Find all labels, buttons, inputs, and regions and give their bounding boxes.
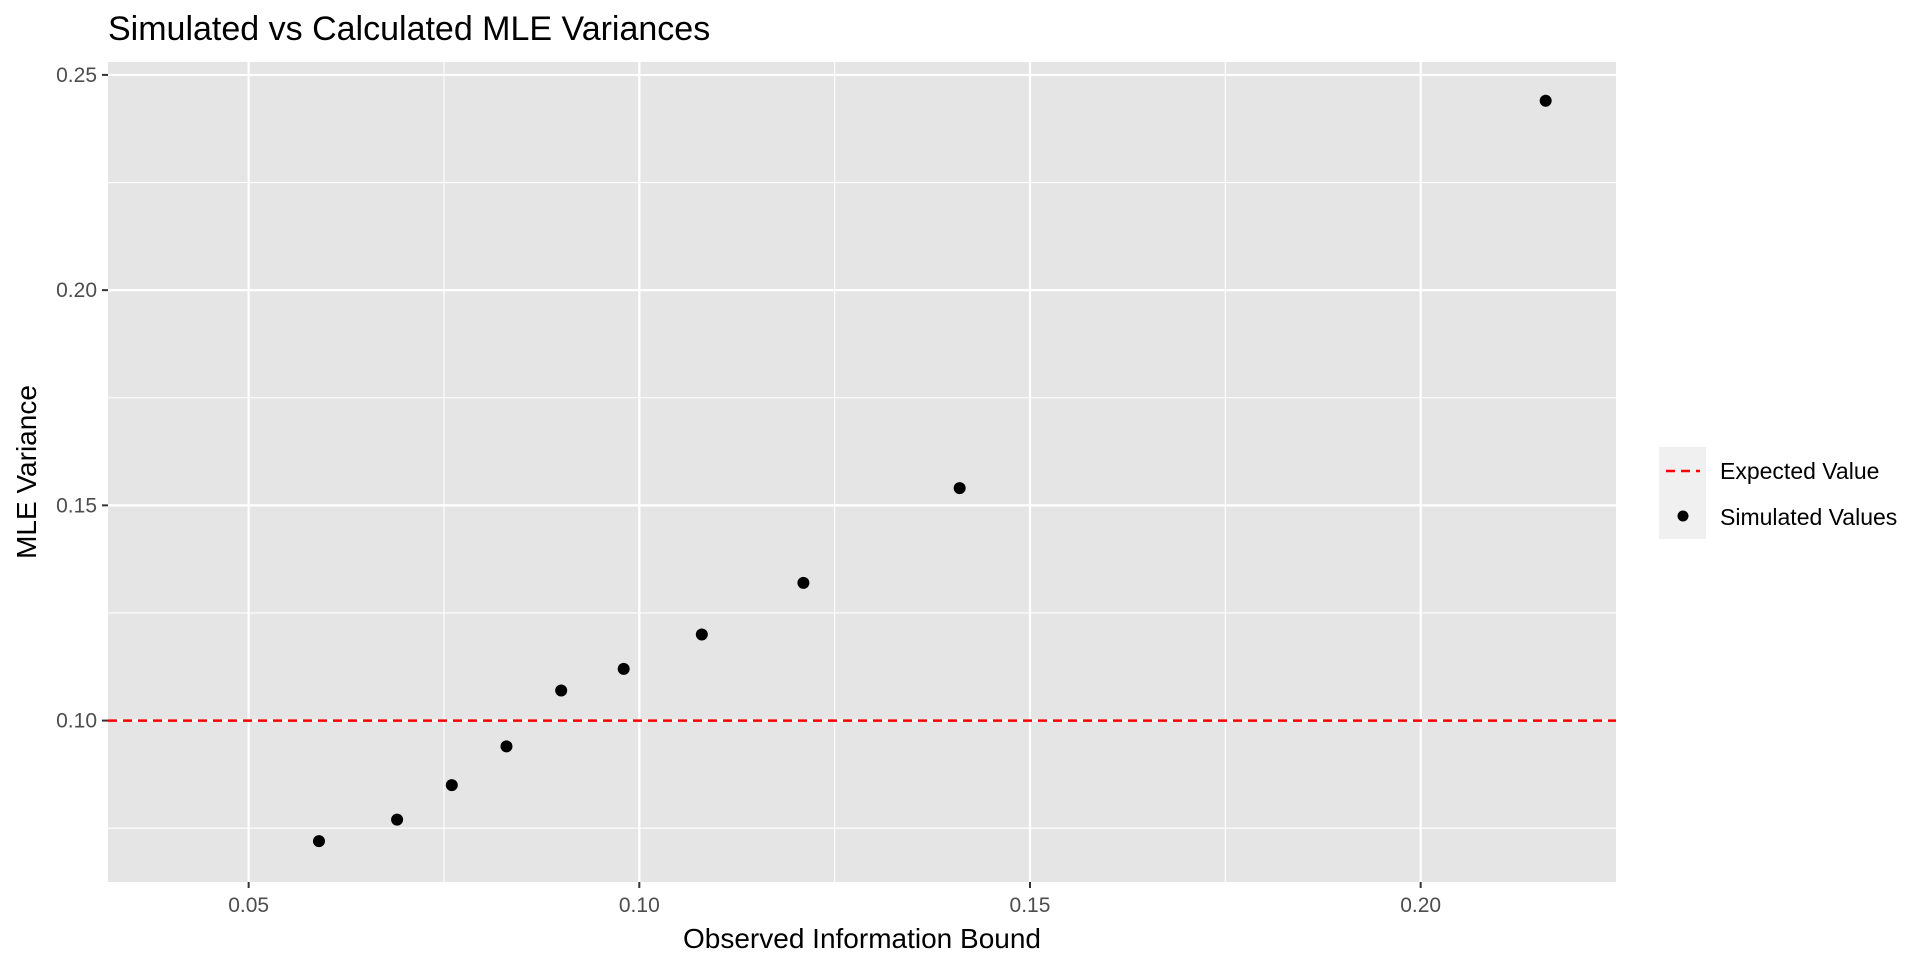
simulated-value-point bbox=[1539, 94, 1552, 107]
simulated-value-point bbox=[312, 835, 325, 848]
simulated-value-point bbox=[391, 813, 404, 826]
x-tick-label: 0.20 bbox=[1400, 894, 1441, 917]
legend-key-simulated-values bbox=[1677, 510, 1689, 522]
y-axis-title: MLE Variance bbox=[11, 385, 42, 559]
x-tick-label: 0.05 bbox=[228, 894, 269, 917]
simulated-points-layer bbox=[312, 94, 1552, 848]
simulated-value-point bbox=[797, 576, 810, 589]
x-tick-label: 0.15 bbox=[1010, 894, 1051, 917]
plot-panel bbox=[108, 62, 1616, 882]
major-gridlines bbox=[108, 62, 1616, 882]
legend: Expected Value Simulated Values bbox=[1659, 447, 1897, 539]
simulated-value-point bbox=[617, 662, 630, 675]
axis-ticks: 0.05 0.10 0.15 0.20 0.10 0.15 0.20 0.25 bbox=[56, 64, 1441, 917]
y-tick-label: 0.25 bbox=[56, 64, 97, 87]
x-axis-title: Observed Information Bound bbox=[683, 923, 1041, 954]
simulated-value-point bbox=[445, 779, 458, 792]
y-tick-label: 0.20 bbox=[56, 279, 97, 302]
y-tick-label: 0.10 bbox=[56, 710, 97, 733]
legend-label-expected-value: Expected Value bbox=[1720, 458, 1879, 484]
legend-label-simulated-values: Simulated Values bbox=[1720, 504, 1897, 530]
simulated-value-point bbox=[500, 740, 513, 753]
simulated-value-point bbox=[695, 628, 708, 641]
y-tick-label: 0.15 bbox=[56, 494, 97, 517]
minor-gridlines bbox=[108, 62, 1616, 882]
simulated-value-point bbox=[555, 684, 568, 697]
x-tick-label: 0.10 bbox=[619, 894, 660, 917]
simulated-value-point bbox=[953, 482, 966, 495]
chart-title: Simulated vs Calculated MLE Variances bbox=[108, 10, 710, 48]
legend-key-background bbox=[1659, 447, 1706, 539]
